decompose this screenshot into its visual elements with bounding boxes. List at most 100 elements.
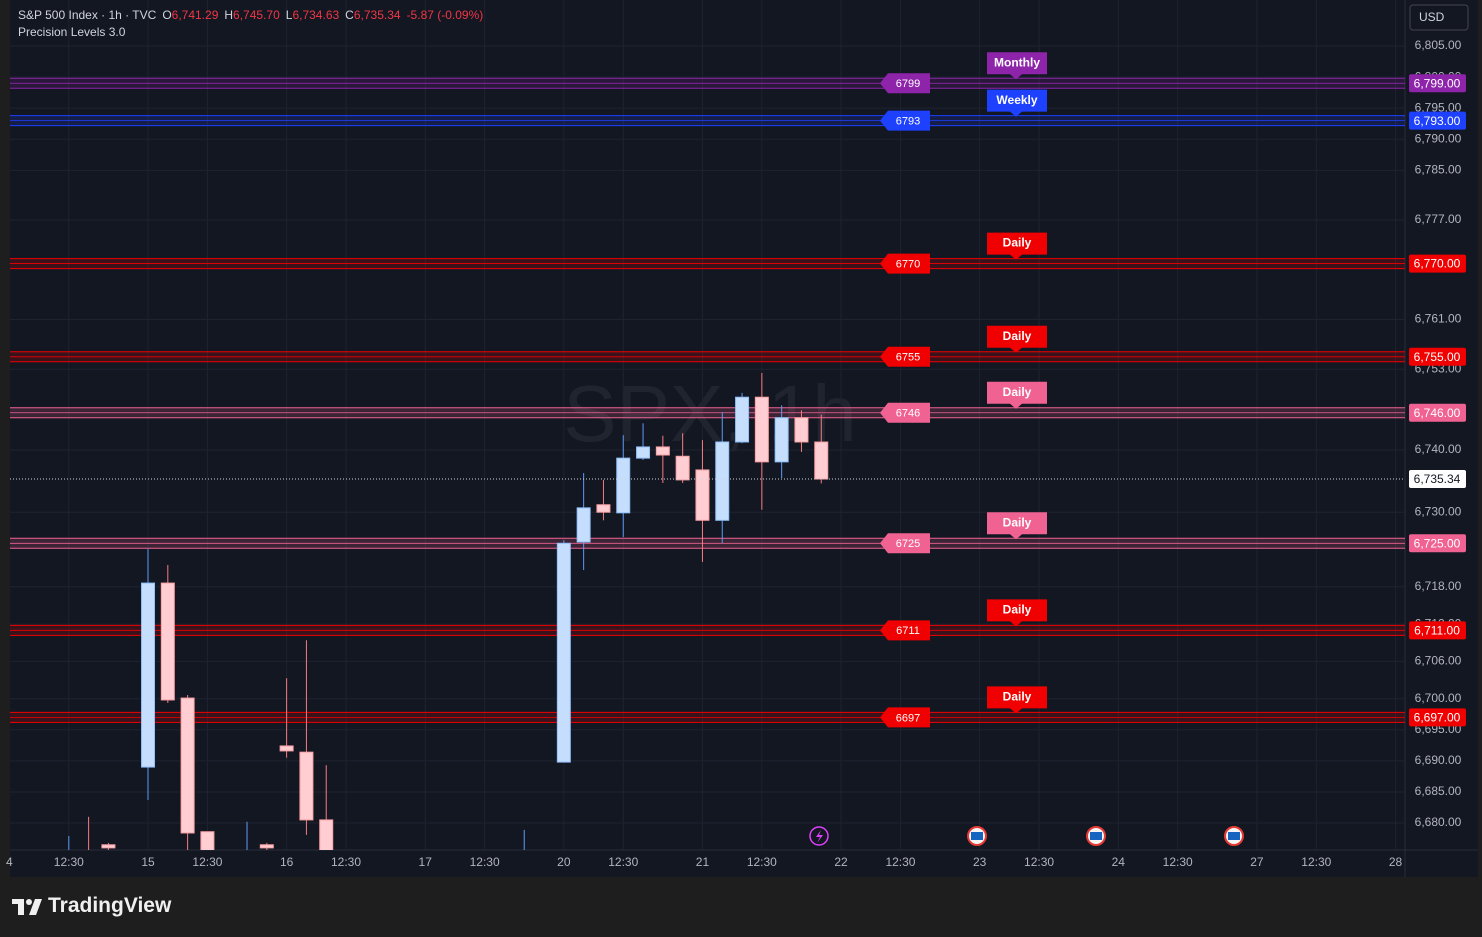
x-tick-label: 15 <box>141 855 155 869</box>
level-tag-box <box>987 52 1047 80</box>
level-price-box <box>1409 111 1466 130</box>
symbol: S&P 500 Index · 1h · TVC <box>18 8 157 22</box>
level-label: 6746 <box>896 408 920 420</box>
x-tick-label: 28 <box>1389 855 1403 869</box>
candle-body <box>814 441 829 480</box>
x-tick-label: 22 <box>834 855 848 869</box>
event-icon-glyph <box>816 830 823 843</box>
level-price-label: 6,725.00 <box>1414 536 1461 550</box>
flag <box>1090 832 1102 840</box>
ohlc-value: 6,734.63 <box>292 8 340 22</box>
candles <box>68 372 829 850</box>
y-tick-label: 6,730.00 <box>1415 504 1462 518</box>
candle-body <box>636 446 651 459</box>
x-tick-label: 21 <box>696 855 710 869</box>
y-tick-label: 6,761.00 <box>1415 312 1462 326</box>
levels: 6799 Monthly 6793 Weekly 6770 Daily 6755 Daily 6… <box>10 52 1405 728</box>
candle-body <box>180 697 195 834</box>
level-price-label: 6,793.00 <box>1414 114 1461 128</box>
x-tick-label: 12:30 <box>1301 855 1331 869</box>
x-tick-label: 12:30 <box>885 855 915 869</box>
x-tick-label: 27 <box>1250 855 1264 869</box>
candle-body <box>695 469 710 521</box>
level-price-label: 6,746.00 <box>1414 406 1461 420</box>
level-price-label: 6,770.00 <box>1414 257 1461 271</box>
ohlc-value: 6,745.70 <box>233 8 280 22</box>
event-icons <box>809 826 1244 846</box>
y-tick-label: 6,700.00 <box>1415 691 1462 705</box>
level-label-box <box>880 707 930 728</box>
level-tag: Monthly <box>994 55 1040 69</box>
level-price-box <box>1409 254 1466 273</box>
y-tick-label: 6,777.00 <box>1415 212 1462 226</box>
level-label: 6793 <box>896 116 920 128</box>
y-tick-label: 6,690.00 <box>1415 753 1462 767</box>
ohlc-key: C <box>345 8 354 22</box>
level-tag-box <box>987 232 1047 260</box>
y-tick-label: 6,805.00 <box>1415 38 1462 52</box>
candle-body <box>655 446 670 456</box>
level-tag-box <box>987 512 1047 540</box>
x-tick-label: 16 <box>280 855 294 869</box>
ohlc-value: 6,741.29 <box>171 8 219 22</box>
x-tick-label: 4 <box>6 855 13 869</box>
x-tick-label: 12:30 <box>192 855 222 869</box>
candle-body <box>200 831 215 850</box>
ohlc-value: 6,735.34 <box>353 8 401 22</box>
header: S&P 500 Index · 1h · TVC O6,741.29 H6,745.… <box>18 7 483 41</box>
ohlc: O6,741.29 H6,745.70 L6,734.63 C6,735.34 <box>156 8 400 22</box>
candle-body <box>299 751 314 821</box>
brand-logo <box>12 899 42 915</box>
level-label: 6770 <box>896 258 920 270</box>
x-tick-label: 23 <box>973 855 987 869</box>
level-tag: Daily <box>1003 236 1032 250</box>
candle-body <box>259 844 274 849</box>
flag <box>1228 832 1240 840</box>
level-label: 6725 <box>896 538 920 550</box>
last-price-box <box>1409 470 1466 489</box>
x-tick-label: 12:30 <box>608 855 638 869</box>
last-price-label: 6,735.34 <box>1414 472 1461 486</box>
ohlc-key: O <box>162 8 172 22</box>
level-label-box <box>880 402 930 423</box>
level-tag-box <box>987 599 1047 627</box>
y-tick-label: 6,740.00 <box>1415 442 1462 456</box>
flag <box>971 832 983 840</box>
axes: 4 12:30 15 12:30 16 12:30 17 12:30 20 12:30 21 12:3… <box>6 38 1466 869</box>
level-price-box <box>1409 74 1466 93</box>
currency-button[interactable] <box>1409 4 1469 31</box>
x-tick-label: 12:30 <box>54 855 84 869</box>
level-tag-box <box>987 686 1047 714</box>
x-tick-label: 24 <box>1112 855 1126 869</box>
candle-body <box>616 457 631 514</box>
level-tag: Daily <box>1003 385 1032 399</box>
level-price-label: 6,697.00 <box>1414 711 1461 725</box>
x-tick-label: 20 <box>557 855 571 869</box>
candle-body <box>735 396 750 443</box>
change: -5.87 (-0.09%) <box>406 8 484 22</box>
candle-body <box>141 582 156 768</box>
logo-part <box>26 899 32 905</box>
level-label: 6799 <box>896 78 920 90</box>
candle-body <box>794 417 809 443</box>
watermark: SPX, 1h <box>563 369 857 458</box>
candle-body <box>754 396 769 463</box>
y-tick-label: 6,706.00 <box>1415 654 1462 668</box>
level-tag: Weekly <box>996 93 1037 107</box>
symbol-line: S&P 500 Index · 1h · TVC O6,741.29 H6,745.… <box>18 7 483 24</box>
candle-body <box>279 745 294 752</box>
level-tag: Daily <box>1003 329 1032 343</box>
candle-body <box>319 819 334 850</box>
level-label-box <box>880 533 930 554</box>
currency: USD <box>1419 10 1445 24</box>
level-price-label: 6,711.00 <box>1414 623 1460 637</box>
y-tick-label: 6,790.00 <box>1415 131 1462 145</box>
logo-part <box>29 899 42 915</box>
level-price-label: 6,799.00 <box>1414 76 1461 90</box>
candle-body <box>101 844 116 849</box>
level-price-box <box>1409 621 1466 640</box>
level-price-label: 6,755.00 <box>1414 350 1461 364</box>
level-tag-box <box>987 89 1047 117</box>
x-tick-label: 17 <box>419 855 433 869</box>
